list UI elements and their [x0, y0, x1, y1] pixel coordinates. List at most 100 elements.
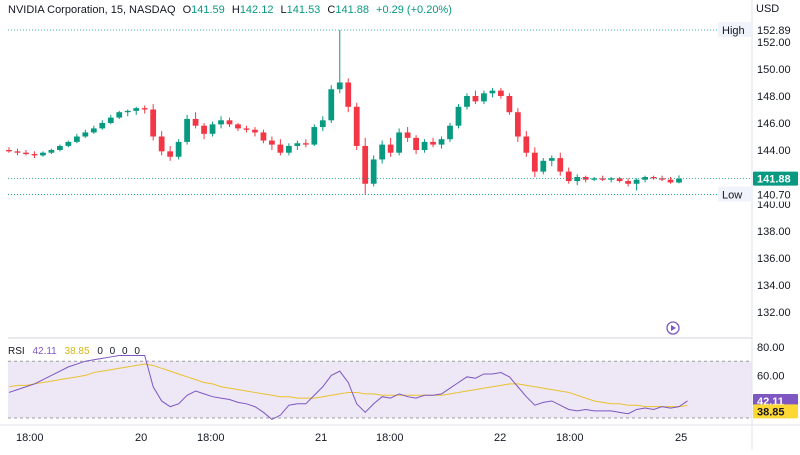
candle[interactable] — [506, 93, 513, 115]
candle[interactable] — [294, 140, 301, 150]
candle-body — [625, 181, 631, 184]
candle[interactable] — [565, 167, 572, 184]
candle-body — [336, 82, 343, 90]
candle[interactable] — [625, 178, 631, 187]
candle-body — [319, 120, 326, 128]
settings-icon[interactable] — [666, 321, 680, 335]
candle[interactable] — [158, 131, 165, 156]
candle[interactable] — [82, 129, 89, 138]
candle[interactable] — [277, 139, 284, 156]
candle[interactable] — [540, 158, 547, 175]
candle[interactable] — [218, 116, 224, 129]
candle[interactable] — [260, 129, 267, 144]
candle[interactable] — [345, 78, 352, 113]
candle[interactable] — [404, 127, 411, 142]
candle[interactable] — [336, 29, 343, 94]
candle[interactable] — [608, 177, 615, 183]
candle[interactable] — [531, 147, 538, 177]
candle[interactable] — [548, 155, 555, 167]
candle[interactable] — [107, 114, 114, 125]
candle[interactable] — [438, 136, 445, 149]
candle[interactable] — [40, 151, 46, 157]
candle[interactable] — [192, 112, 199, 129]
candle-body — [659, 178, 665, 180]
candle[interactable] — [150, 104, 157, 141]
rsi-ma-badge: 38.85 — [753, 404, 798, 419]
candle[interactable] — [642, 175, 648, 183]
candle[interactable] — [252, 127, 258, 137]
candle-body — [158, 136, 165, 152]
candle[interactable] — [285, 143, 292, 156]
candle[interactable] — [31, 151, 38, 159]
candle[interactable] — [650, 175, 657, 180]
candle[interactable] — [269, 136, 275, 151]
candle[interactable] — [6, 147, 12, 153]
candle[interactable] — [489, 87, 496, 98]
candle[interactable] — [387, 137, 394, 157]
candle[interactable] — [65, 140, 72, 148]
candle[interactable] — [319, 116, 326, 132]
candle[interactable] — [464, 93, 470, 110]
candle[interactable] — [591, 177, 598, 182]
candle-body — [209, 124, 216, 134]
candle[interactable] — [73, 133, 80, 144]
candle[interactable] — [90, 125, 97, 134]
candle[interactable] — [141, 105, 148, 114]
candle[interactable] — [370, 155, 377, 187]
candle[interactable] — [379, 140, 386, 164]
candle[interactable] — [557, 152, 564, 176]
candle[interactable] — [514, 108, 521, 142]
candle[interactable] — [396, 128, 403, 156]
candle[interactable] — [311, 124, 318, 146]
candle[interactable] — [455, 104, 462, 129]
candle[interactable] — [243, 125, 250, 133]
time-tick-label: 21 — [315, 432, 327, 444]
candle[interactable] — [574, 174, 581, 186]
candle-body — [6, 150, 12, 152]
candle[interactable] — [235, 123, 241, 132]
candle-body — [396, 132, 403, 153]
candle[interactable] — [48, 148, 55, 155]
candle[interactable] — [676, 175, 682, 184]
candle[interactable] — [167, 145, 174, 161]
candle[interactable] — [413, 135, 419, 155]
candle[interactable] — [14, 148, 21, 156]
candle[interactable] — [582, 175, 589, 183]
candle[interactable] — [184, 114, 190, 145]
candle[interactable] — [226, 117, 233, 128]
candle-body — [133, 108, 140, 111]
candle[interactable] — [116, 110, 123, 119]
candle[interactable] — [99, 120, 106, 130]
candle[interactable] — [209, 121, 216, 137]
candle-body — [540, 160, 547, 172]
candle-body — [379, 144, 386, 160]
candle[interactable] — [23, 150, 29, 156]
candle-body — [370, 159, 377, 184]
candle[interactable] — [523, 131, 530, 157]
candle[interactable] — [421, 139, 428, 153]
candle[interactable] — [353, 102, 360, 150]
candle[interactable] — [302, 139, 309, 148]
candle[interactable] — [481, 90, 487, 105]
candle[interactable] — [633, 178, 640, 191]
candle[interactable] — [175, 139, 182, 160]
candle[interactable] — [472, 90, 479, 105]
candle[interactable] — [667, 177, 674, 184]
candle[interactable] — [328, 85, 335, 123]
candle-body — [608, 178, 615, 180]
high-value: 142.12 — [239, 4, 274, 16]
candle[interactable] — [498, 87, 504, 99]
candle[interactable] — [430, 137, 436, 148]
candle[interactable] — [447, 123, 453, 142]
candle[interactable] — [362, 137, 369, 195]
candle[interactable] — [57, 144, 63, 152]
reference-lines — [8, 29, 752, 195]
candle[interactable] — [124, 109, 131, 117]
candle[interactable] — [616, 177, 623, 183]
rsi-controls[interactable]: 0 0 0 0 — [97, 346, 142, 357]
candle-body — [269, 140, 275, 145]
candle[interactable] — [201, 123, 207, 140]
candle[interactable] — [133, 106, 140, 115]
